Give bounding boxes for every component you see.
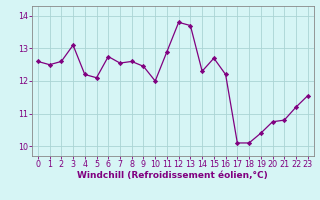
X-axis label: Windchill (Refroidissement éolien,°C): Windchill (Refroidissement éolien,°C) [77, 171, 268, 180]
